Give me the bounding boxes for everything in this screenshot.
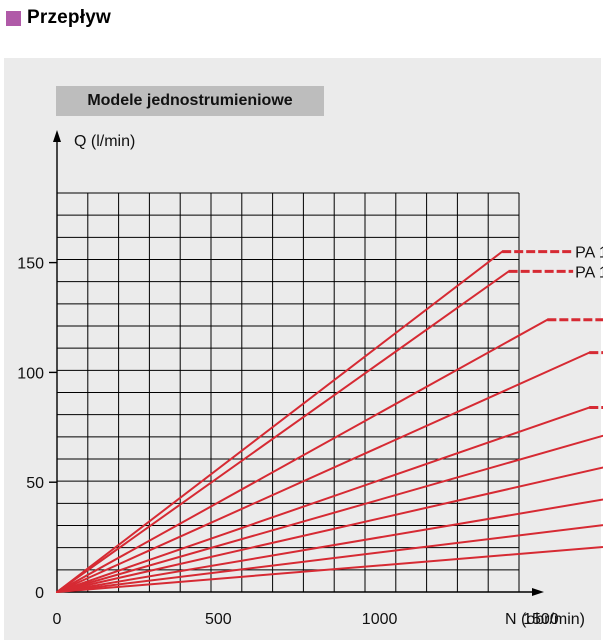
chart-panel [4,58,601,640]
x-axis-arrow-icon [532,588,544,596]
grid [56,192,520,593]
y-tick-label: 50 [26,475,44,492]
series-line [56,466,603,593]
x-tick-label: 1500 [523,611,559,628]
series-label: PA 114 [575,245,603,262]
series-line [56,406,591,593]
x-tick-label: 0 [53,611,62,628]
y-tick-label: 150 [17,256,44,273]
y-tick-label: 100 [17,365,44,382]
series-line [56,270,510,593]
x-axis-label: N (obr/min) [505,611,585,628]
series-line [56,318,549,593]
y-tick-label: 0 [35,585,44,602]
x-tick-label: 1000 [362,611,398,628]
series-line [56,498,603,593]
series-line [56,250,504,593]
series-lines [56,250,603,593]
series-line [56,546,603,593]
section-title: Przepływ [27,7,111,28]
section-header: Przepływ [6,6,111,30]
series-label: PA 100 [575,264,603,281]
y-axis-arrow-icon [53,130,61,142]
section-marker-square [6,10,21,26]
series-line [56,351,591,593]
y-axis-label: Q (l/min) [74,133,135,150]
series-labels: PA 114PA 100PA 80PA 63PA 50PA 40PA 32PA … [575,245,603,282]
series-line [56,434,603,593]
series-line [56,524,603,593]
x-tick-label: 500 [205,611,232,628]
chart-title: Modele jednostrumieniowe [56,86,324,116]
